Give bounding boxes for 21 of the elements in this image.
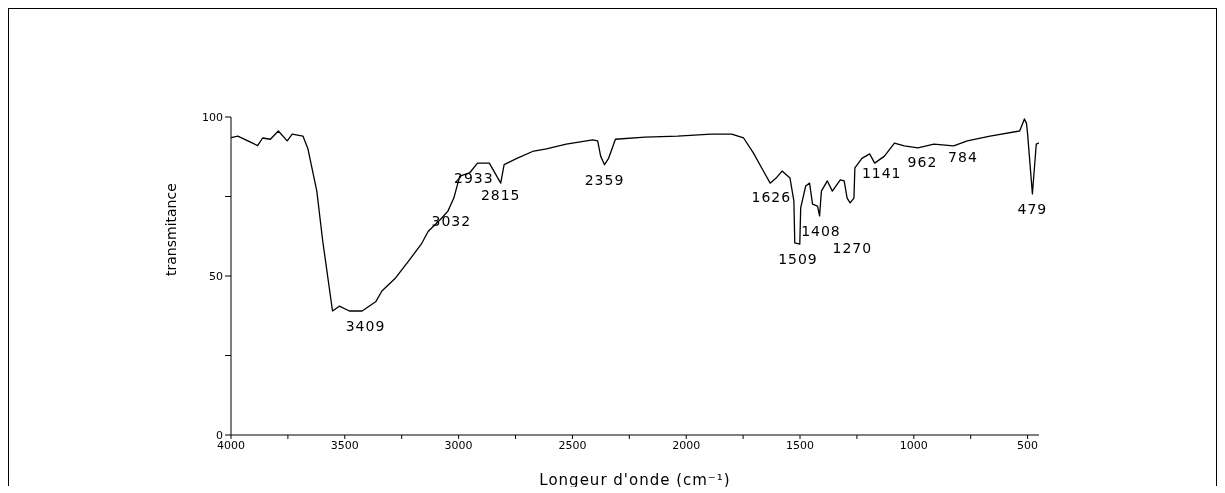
x-tick-label: 1000 [899, 438, 928, 452]
annotation: 3409 [345, 317, 386, 334]
annotation: 1141 [861, 165, 902, 182]
annotation: 2359 [584, 171, 625, 188]
x-tick-label: 3500 [330, 438, 359, 452]
y-axis-title: transmitance [162, 183, 179, 276]
x-tick-label: 1500 [786, 438, 815, 452]
x-tick-label: 2500 [558, 438, 587, 452]
x-tick-label: 500 [1017, 438, 1039, 452]
y-tick-label: 100 [202, 110, 223, 124]
annotation: 479 [1017, 200, 1048, 217]
annotation: 2815 [480, 187, 521, 204]
annotation: 1408 [801, 222, 841, 239]
x-tick-label: 3000 [444, 438, 473, 452]
annotation: 962 [907, 154, 938, 171]
annotation: 1626 [751, 189, 792, 206]
y-tick-label: 50 [209, 269, 223, 283]
x-tick-label: 2000 [672, 438, 701, 452]
annotation: 1509 [778, 251, 818, 268]
annotation: 1270 [832, 239, 873, 256]
annotation: 784 [948, 149, 978, 166]
